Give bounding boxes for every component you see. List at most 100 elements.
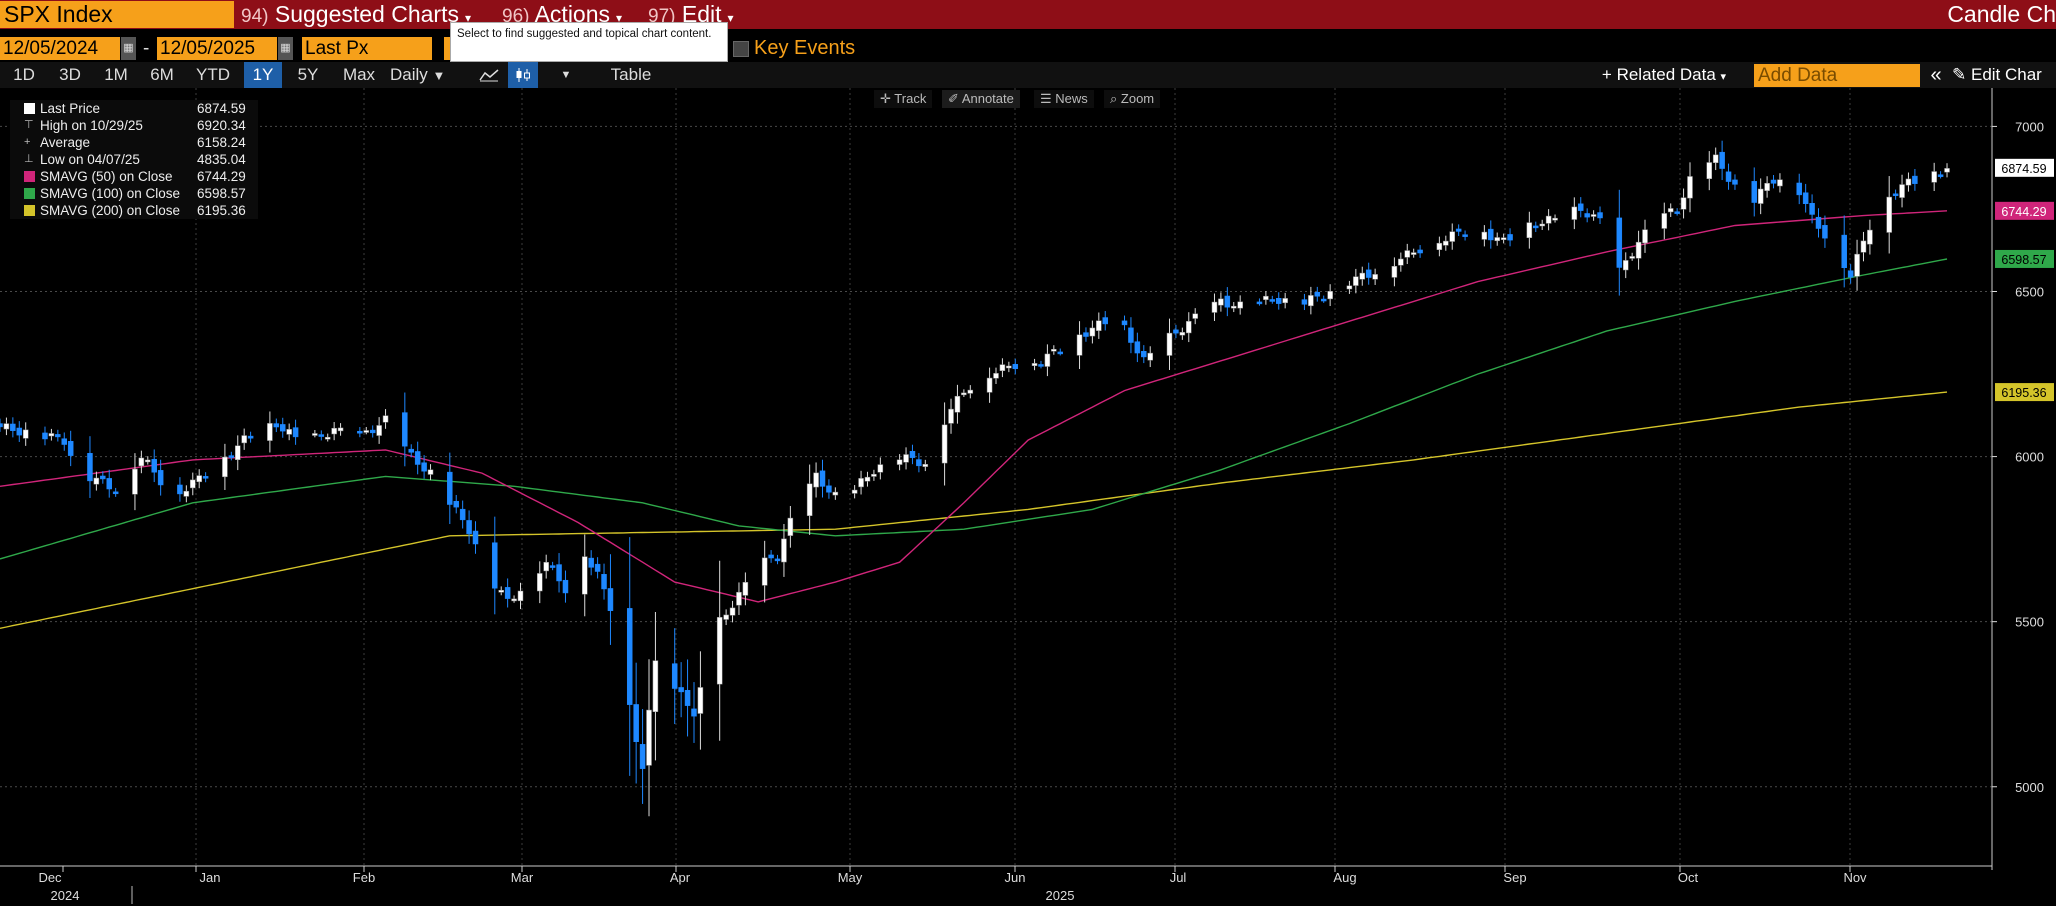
table-button[interactable]: Table (610, 65, 652, 84)
candle-down (639, 744, 646, 769)
candle-up (331, 427, 337, 435)
legend-sma200[interactable]: SMAVG (200) on Close 6195.36 (10, 202, 258, 219)
candle-up (517, 590, 524, 602)
legend-average[interactable]: + Average 6158.24 (10, 134, 258, 151)
candle-up (941, 424, 948, 464)
range-6m[interactable]: 6M (150, 65, 174, 84)
range-ytd[interactable]: YTD (196, 65, 230, 84)
candle-down (1892, 193, 1899, 197)
legend-high[interactable]: ⊤ High on 10/29/25 6920.34 (10, 117, 258, 134)
candle-down (1038, 364, 1044, 367)
plus-icon: + (1601, 65, 1612, 84)
candle-up (1051, 349, 1057, 352)
candle-up (1635, 241, 1642, 259)
news-tool[interactable]: ☰ News (1034, 90, 1094, 108)
candle-up (376, 425, 382, 436)
candle-down (472, 530, 479, 545)
candle-down (1121, 320, 1128, 326)
crosshair-icon: ✛ (880, 91, 891, 106)
candle-down (228, 455, 235, 458)
candle-up (1500, 237, 1507, 240)
candle-up (1089, 327, 1096, 337)
x-year-label: 2025 (1046, 888, 1075, 903)
price-tag-label: 6195.36 (2001, 386, 2046, 400)
zoom-tool[interactable]: ⌕ Zoom (1104, 90, 1161, 108)
chart-style-dropdown[interactable]: ▼ (560, 69, 572, 81)
y-tick-label: 7000 (2015, 119, 2044, 134)
candle-up (646, 709, 652, 766)
news-icon: ☰ (1040, 91, 1052, 106)
candle-up (1622, 260, 1629, 271)
legend-low[interactable]: ⊥ Low on 04/07/25 4835.04 (10, 151, 258, 168)
candle-down (1275, 298, 1282, 304)
candle-down (1937, 174, 1944, 177)
menu-label: Suggested Charts (274, 1, 459, 27)
range-5y[interactable]: 5Y (297, 65, 319, 84)
candle-up (324, 436, 331, 440)
candle-down (1012, 364, 1019, 370)
sma50-swatch (24, 171, 35, 182)
candle-down (453, 500, 459, 508)
candle-up (22, 429, 29, 439)
security-input[interactable]: SPX Index (0, 1, 234, 28)
candle-down (1365, 269, 1372, 278)
candle-down (408, 448, 415, 453)
legend-name: Last Price (40, 101, 101, 116)
add-data-input[interactable]: Add Data (1754, 64, 1920, 87)
chart-axes: 5000 5500 6000 6500 7000 Dec Jan Feb Mar Apr May Ju… (0, 88, 2044, 904)
line-chart-icon[interactable] (476, 62, 502, 88)
range-max[interactable]: Max (342, 65, 376, 84)
x-month-label: Aug (1333, 870, 1356, 885)
candle-down (1725, 171, 1732, 182)
candle-up (1391, 266, 1398, 278)
candle-up (1526, 222, 1533, 238)
price-tags: 6874.59 6744.29 6598.57 6195.36 (1995, 158, 2054, 402)
price-chart[interactable]: 5000 5500 6000 6500 7000 Dec Jan Feb Mar Apr May Ju… (0, 88, 2056, 906)
candle-up (93, 477, 100, 485)
candle-down (1841, 234, 1847, 269)
legend-last-price[interactable]: Last Price 6874.59 (10, 100, 258, 117)
candle-up (1006, 365, 1012, 369)
legend-sma50[interactable]: SMAVG (50) on Close 6744.29 (10, 168, 258, 185)
range-3d[interactable]: 3D (59, 65, 81, 84)
end-date-input[interactable]: 12/05/2025 (157, 37, 277, 60)
menu-number: 97) (648, 6, 676, 27)
suggested-charts-menu[interactable]: 94) Suggested Charts ▾ (241, 0, 471, 29)
range-1y[interactable]: 1Y (244, 62, 282, 88)
y-tick-label: 6000 (2015, 450, 2044, 465)
candle-down (421, 462, 427, 472)
price-field-select[interactable]: Last Px (302, 37, 432, 60)
date-separator: - (143, 38, 150, 59)
related-data-button[interactable]: + Related Data ▾ (1584, 62, 1744, 88)
candle-up (1764, 182, 1770, 191)
annotate-tool[interactable]: ✐ Annotate (942, 90, 1020, 108)
edit-chart-button[interactable]: ✎ Edit Char (1952, 62, 2056, 88)
low-marker-icon: ⊥ (24, 153, 34, 165)
candle-down (318, 434, 325, 437)
candle-down (1770, 179, 1777, 184)
candle-down (100, 475, 106, 480)
candle-up (1044, 353, 1051, 367)
calendar-icon[interactable]: ▦ (121, 37, 136, 60)
candle-down (414, 451, 421, 465)
candle-down (909, 450, 916, 458)
key-events-checkbox[interactable] (733, 41, 749, 57)
legend-sma100[interactable]: SMAVG (100) on Close 6598.57 (10, 185, 258, 202)
range-1m[interactable]: 1M (104, 65, 128, 84)
candle-up (145, 459, 151, 463)
x-month-label: Dec (38, 870, 62, 885)
candle-up (1404, 250, 1411, 258)
candle-up (1353, 276, 1359, 286)
candle-up (1147, 352, 1153, 361)
start-date-input[interactable]: 12/05/2024 (0, 37, 120, 60)
track-tool[interactable]: ✛ Track (874, 90, 933, 108)
candle-chart-icon[interactable] (508, 62, 538, 88)
candle-up (337, 427, 344, 432)
range-1d[interactable]: 1D (13, 65, 35, 84)
price-tag-box (1995, 383, 2054, 402)
calendar-icon[interactable]: ▦ (278, 37, 293, 60)
x-month-label: May (838, 870, 863, 885)
candle-down (1488, 228, 1494, 241)
collapse-left-icon[interactable]: « (1930, 64, 1942, 86)
frequency-select[interactable]: Daily ▼ (390, 62, 448, 88)
